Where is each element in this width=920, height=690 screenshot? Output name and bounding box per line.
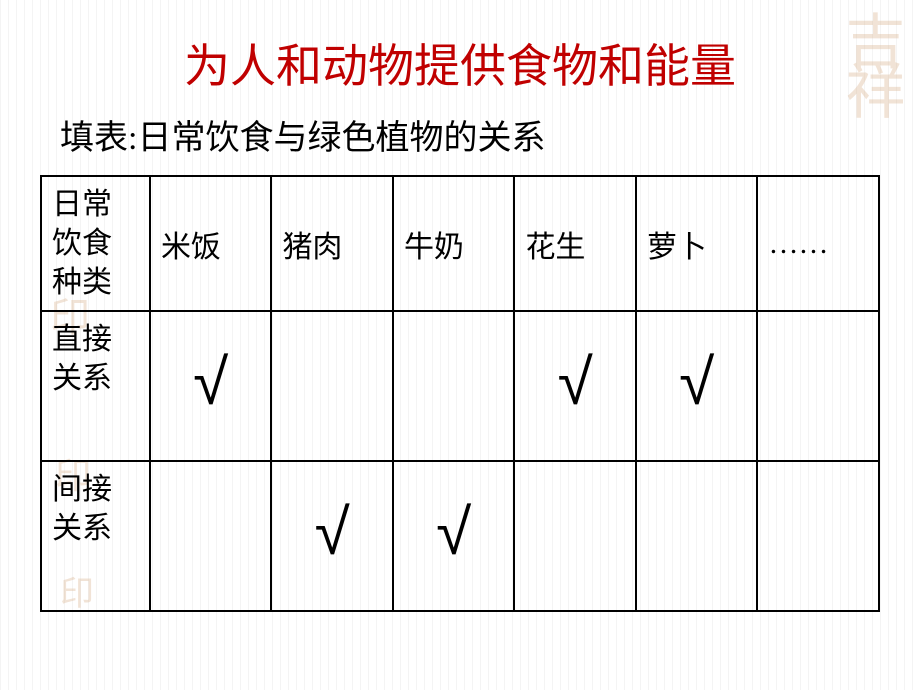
col-header-5: …… xyxy=(757,176,879,311)
check-mark: √ xyxy=(282,470,382,564)
check-mark xyxy=(404,320,504,350)
cell-1-0 xyxy=(150,461,272,611)
check-mark: √ xyxy=(404,470,504,564)
row-label-text: 间接关系 xyxy=(52,473,112,545)
table-header-row: 日常饮食种类 米饭 猪肉 牛奶 花生 萝卜 …… xyxy=(41,176,879,311)
row-label-0: 直接关系 xyxy=(41,311,150,461)
check-mark xyxy=(647,470,747,500)
cell-1-2: √ xyxy=(393,461,515,611)
col-header-1: 猪肉 xyxy=(271,176,393,311)
cell-1-4 xyxy=(636,461,758,611)
row-header-label: 日常饮食种类 xyxy=(41,176,150,311)
row-label-1: 间接关系 xyxy=(41,461,150,611)
cell-0-4: √ xyxy=(636,311,758,461)
cell-0-0: √ xyxy=(150,311,272,461)
page-title: 为人和动物提供食物和能量 xyxy=(0,30,920,96)
check-mark xyxy=(282,320,382,350)
cell-0-5 xyxy=(757,311,879,461)
table-row: 间接关系 √ √ xyxy=(41,461,879,611)
col-header-4: 萝卜 xyxy=(636,176,758,311)
col-header-3: 花生 xyxy=(514,176,636,311)
cell-0-1 xyxy=(271,311,393,461)
food-table: 日常饮食种类 米饭 猪肉 牛奶 花生 萝卜 …… 直接关系 √ √ √ 间接关系… xyxy=(40,175,880,612)
check-mark: √ xyxy=(647,320,747,414)
col-header-2: 牛奶 xyxy=(393,176,515,311)
cell-1-3 xyxy=(514,461,636,611)
check-mark xyxy=(525,470,625,500)
check-mark: √ xyxy=(525,320,625,414)
check-mark xyxy=(161,470,261,500)
col-header-0: 米饭 xyxy=(150,176,272,311)
check-mark: √ xyxy=(161,320,261,414)
table-row: 直接关系 √ √ √ xyxy=(41,311,879,461)
cell-0-2 xyxy=(393,311,515,461)
cell-1-5 xyxy=(757,461,879,611)
page-subtitle: 填表:日常饮食与绿色植物的关系 xyxy=(60,110,545,159)
row-header-text: 日常饮食种类 xyxy=(52,188,112,299)
cell-0-3: √ xyxy=(514,311,636,461)
check-mark xyxy=(768,470,868,500)
check-mark xyxy=(768,320,868,350)
cell-1-1: √ xyxy=(271,461,393,611)
row-label-text: 直接关系 xyxy=(52,323,112,395)
